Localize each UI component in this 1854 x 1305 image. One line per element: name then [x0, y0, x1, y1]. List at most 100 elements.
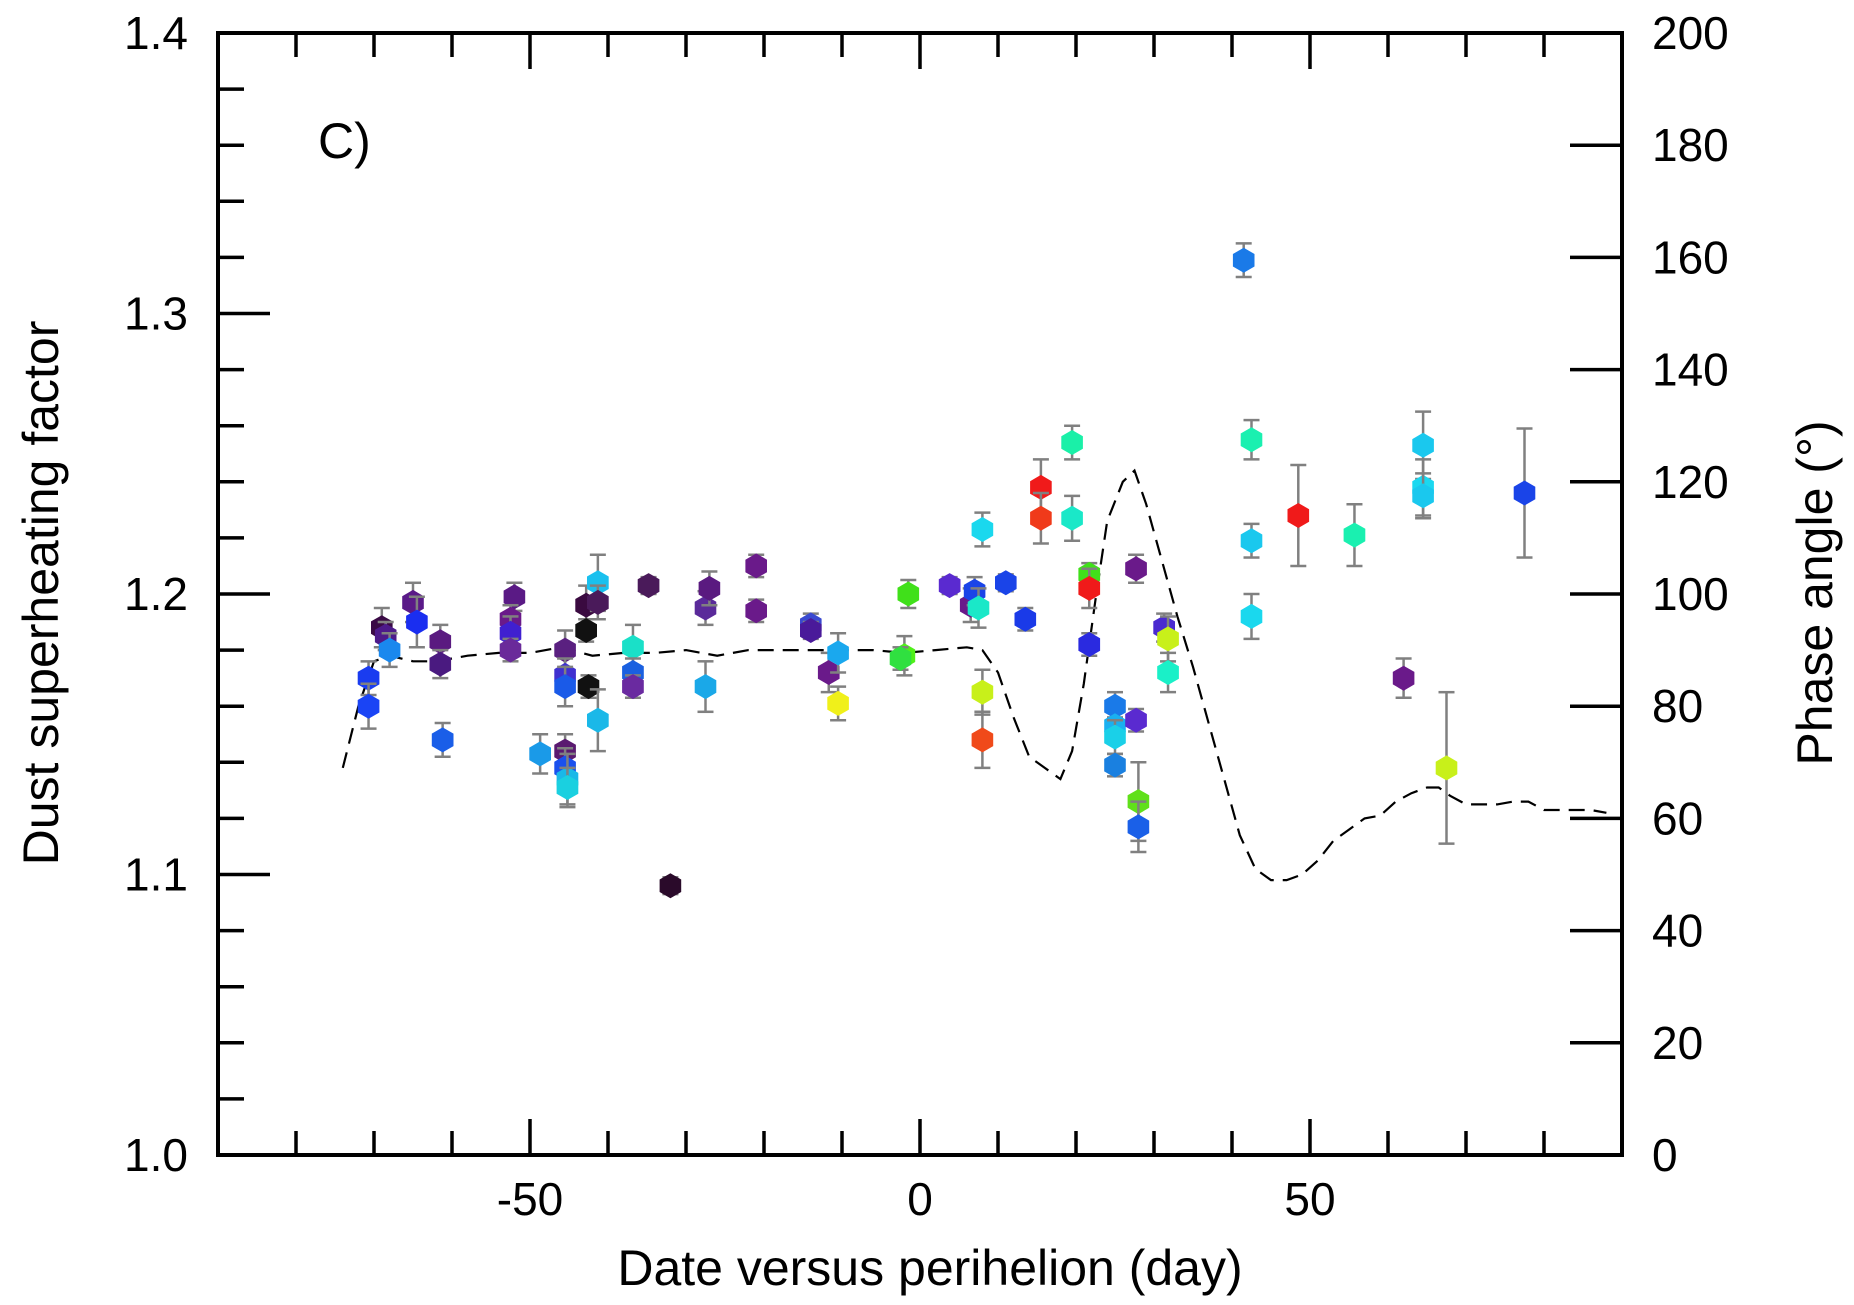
data-point [1078, 567, 1101, 610]
point-marker [575, 618, 597, 643]
point-marker [745, 553, 767, 579]
data-point [1343, 502, 1366, 568]
point-marker [357, 693, 380, 719]
point-marker [1513, 480, 1536, 506]
y2-tick-label: 160 [1652, 231, 1729, 283]
point-marker [1104, 752, 1126, 778]
y2-tick-label: 120 [1652, 456, 1729, 508]
data-point [554, 665, 576, 708]
point-marker [1343, 522, 1366, 548]
data-point [431, 721, 454, 758]
data-point [637, 573, 660, 599]
point-marker [402, 589, 424, 615]
point-marker [554, 674, 576, 700]
panel-label: C) [318, 113, 371, 169]
data-point [406, 595, 428, 649]
point-marker [745, 598, 767, 624]
data-point [1061, 494, 1083, 542]
point-marker [1232, 247, 1255, 273]
data-point [1127, 800, 1150, 854]
point-marker [971, 517, 994, 542]
point-marker [499, 637, 522, 663]
point-marker [698, 575, 721, 601]
data-point [659, 873, 682, 899]
data-point [889, 646, 912, 671]
axes-layer: -50 0 50 1.0 1.1 1.2 1.3 1.4 0 20 40 60 80 100 120 140 1… [124, 7, 1729, 1225]
data-point [1125, 553, 1147, 585]
point-marker [622, 674, 644, 700]
data-point [694, 660, 717, 714]
point-marker [938, 573, 961, 599]
data-point [1232, 242, 1255, 279]
point-marker [1125, 556, 1147, 582]
data-point [575, 617, 597, 643]
point-marker [1287, 503, 1310, 528]
point-marker [1435, 755, 1458, 781]
point-marker [637, 573, 660, 599]
point-marker [1078, 632, 1101, 657]
data-point [1078, 632, 1101, 657]
data-point [971, 668, 994, 716]
data-point [800, 618, 822, 643]
data-point [587, 584, 609, 621]
y-tick-label: 1.3 [124, 288, 188, 340]
y2-tick-label: 180 [1652, 119, 1729, 171]
point-marker [587, 707, 609, 733]
data-point [971, 710, 994, 770]
y-axis-title: Dust superheating factor [13, 321, 69, 866]
point-marker [1104, 724, 1126, 750]
y2-tick-label: 100 [1652, 568, 1729, 620]
point-marker [1125, 707, 1147, 733]
data-point [1513, 427, 1536, 559]
point-marker [1061, 505, 1083, 531]
point-marker [554, 637, 576, 663]
point-marker [971, 727, 994, 753]
point-marker [1078, 575, 1101, 601]
y-tick-label: 1.1 [124, 849, 188, 901]
point-marker [995, 570, 1017, 596]
data-point [622, 674, 644, 700]
y2-tick-label: 200 [1652, 7, 1729, 59]
point-marker [694, 674, 717, 700]
point-marker [378, 637, 401, 663]
data-point [1392, 657, 1415, 700]
point-marker [967, 595, 990, 621]
point-marker [694, 595, 717, 621]
x-tick-label: 50 [1284, 1173, 1335, 1225]
point-marker [503, 584, 526, 610]
point-marker [659, 873, 682, 899]
data-point [995, 570, 1017, 596]
data-point [1435, 690, 1458, 845]
point-marker [817, 660, 840, 685]
plot-frame [216, 31, 1624, 1157]
point-marker [1240, 427, 1263, 453]
point-marker [1030, 505, 1052, 531]
point-marker [1014, 606, 1037, 632]
data-point [499, 637, 522, 663]
point-marker [1412, 483, 1434, 509]
y-tick-label: 1.4 [124, 7, 188, 59]
y2-tick-label: 0 [1652, 1129, 1678, 1181]
data-point [897, 578, 920, 610]
point-marker [556, 775, 579, 800]
phase-angle-line [341, 468, 1607, 882]
point-marker [622, 634, 644, 660]
y-tick-label: 1.2 [124, 568, 188, 620]
y2-tick-label: 40 [1652, 905, 1703, 957]
y2-tick-label: 140 [1652, 344, 1729, 396]
data-point [938, 573, 961, 599]
data-point [698, 570, 721, 607]
data-point [556, 766, 579, 809]
x-axis-title: Date versus perihelion (day) [617, 1240, 1242, 1296]
data-point [745, 598, 767, 624]
data-points-layer [357, 242, 1536, 899]
data-point [1157, 651, 1179, 694]
point-marker [800, 618, 822, 643]
point-marker [1412, 432, 1434, 458]
point-marker [971, 679, 994, 705]
y2-tick-label: 60 [1652, 792, 1703, 844]
point-marker [1104, 693, 1126, 719]
point-marker [429, 629, 452, 655]
point-marker [406, 609, 428, 635]
